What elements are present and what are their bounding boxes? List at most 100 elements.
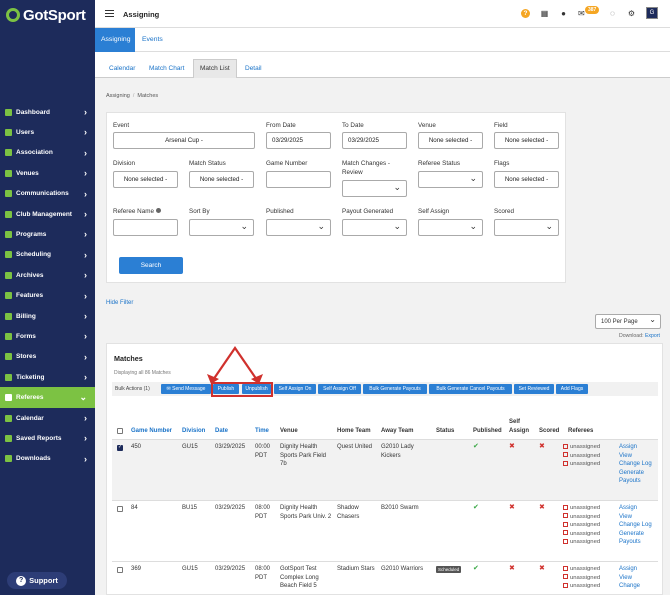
sidebar-item-stores[interactable]: Stores › [0,347,95,367]
sort-by-select[interactable] [189,219,254,236]
tab-events[interactable]: Events [142,36,163,43]
sidebar-item-club-management[interactable]: Club Management › [0,204,95,224]
tab-calendar[interactable]: Calendar [109,65,136,72]
referee-slot[interactable]: unassigned [563,582,600,591]
change-log-link[interactable]: Change Log [619,522,652,529]
menu-icon[interactable] [105,10,114,17]
referee-slot[interactable]: unassigned [563,460,600,469]
division-select[interactable]: None selected - [113,171,178,188]
send-message-button[interactable]: ✉ Send Message [161,384,211,394]
col-date[interactable]: Date [215,428,229,434]
search-button[interactable]: Search [119,257,183,274]
sidebar-item-saved-reports[interactable]: Saved Reports › [0,428,95,448]
publish-button[interactable]: Publish [213,384,239,394]
hide-filter-link[interactable]: Hide Filter [106,300,134,306]
game-number[interactable]: 84 [131,505,138,511]
table-row[interactable] [112,440,658,500]
avatar[interactable]: G [646,7,658,19]
sidebar-item-forms[interactable]: Forms › [0,326,95,346]
change-link[interactable]: Change [619,583,641,590]
breadcrumb-assigning[interactable]: Assigning [106,93,130,99]
view-link[interactable]: View [619,574,632,581]
row-checkbox[interactable] [117,444,123,451]
col-division[interactable]: Division [182,428,206,434]
payout-generated-select[interactable] [342,219,407,236]
unpublish-button[interactable]: Unpublish [242,384,271,394]
sidebar-item-downloads[interactable]: Downloads › [0,449,95,469]
sidebar-item-venues[interactable]: Venues › [0,163,95,183]
referee-slot[interactable]: unassigned [563,538,600,547]
set-reviewed-button[interactable]: Set Reviewed [514,384,554,394]
venue-select[interactable]: None selected - [418,132,483,149]
bulk-generate-payouts-button[interactable]: Bulk Generate Payouts [363,384,427,394]
referee-slot[interactable]: unassigned [563,530,600,539]
flags-select[interactable]: None selected - [494,171,559,188]
row-checkbox[interactable] [117,506,123,512]
scored-select[interactable] [494,219,559,236]
assign-link[interactable]: Assign [619,505,638,511]
assign-link[interactable]: Assign [619,444,638,450]
gotsport-logo[interactable]: GotSport [0,0,95,30]
referee-name-input[interactable] [113,219,178,236]
self-assign-on-button[interactable]: Self Assign On [274,384,316,394]
referee-slot[interactable]: unassigned [563,443,600,452]
help-icon[interactable]: ? [521,8,530,18]
generate-payouts-link[interactable]: Generate Payouts [619,530,645,546]
referee-slot[interactable]: unassigned [563,574,600,583]
event-select[interactable]: Arsenal Cup - [113,132,255,149]
col-time[interactable]: Time [255,428,269,434]
sidebar-item-calendar[interactable]: Calendar › [0,408,95,428]
sidebar-item-features[interactable]: Features › [0,286,95,306]
assign-link[interactable]: Assign [619,566,638,572]
col-game-number[interactable]: Game Number [131,428,173,434]
tab-match-list[interactable]: Match List [193,59,237,78]
export-link[interactable]: Export [644,333,660,339]
user-icon[interactable]: ● [561,8,566,18]
sidebar-item-billing[interactable]: Billing › [0,306,95,326]
sidebar-item-referees[interactable]: Referees ⌄ [0,387,95,408]
add-flags-button[interactable]: Add Flags [556,384,588,394]
self-assign-select[interactable] [418,219,483,236]
tab-assigning[interactable]: Assigning [95,28,135,52]
view-link[interactable]: View [619,452,632,459]
gear-icon[interactable]: ⚙ [627,8,636,18]
field-select[interactable]: None selected - [494,132,559,149]
select-all-checkbox[interactable] [117,428,123,434]
date: 03/29/2025 [215,505,246,511]
referee-slot[interactable]: unassigned [563,504,600,513]
tab-detail[interactable]: Detail [245,65,262,72]
game-number[interactable]: 369 [131,566,142,572]
sidebar-item-communications[interactable]: Communications › [0,184,95,204]
chat-icon[interactable]: ◌ [610,8,615,18]
grid-icon[interactable]: ▦ [540,8,549,18]
sidebar-item-scheduling[interactable]: Scheduling › [0,245,95,265]
referee-slot[interactable]: unassigned [563,565,600,574]
support-button[interactable]: ? Support [7,572,67,589]
sidebar-item-dashboard[interactable]: Dashboard › [0,102,95,122]
sidebar-item-ticketing[interactable]: Ticketing › [0,367,95,387]
referee-slot[interactable]: unassigned [563,513,600,522]
match-status-select[interactable]: None selected - [189,171,254,188]
sidebar-item-programs[interactable]: Programs › [0,224,95,244]
from-date-input[interactable]: 03/29/2025 [266,132,331,149]
tab-match-chart[interactable]: Match Chart [149,65,185,72]
generate-payouts-link[interactable]: Generate Payouts [619,469,645,485]
sidebar-item-association[interactable]: Association › [0,143,95,163]
to-date-input[interactable]: 03/29/2025 [342,132,407,149]
view-link[interactable]: View [619,513,632,520]
published-select[interactable] [266,219,331,236]
sidebar-item-archives[interactable]: Archives › [0,265,95,285]
per-page-select[interactable]: 100 Per Page [595,314,661,329]
match-changes-select[interactable] [342,180,407,197]
mail-button[interactable]: ✉ 387 [578,5,600,18]
referee-slot[interactable]: unassigned [563,521,600,530]
game-number[interactable]: 450 [131,444,142,450]
change-log-link[interactable]: Change Log [619,461,652,468]
sidebar-item-users[interactable]: Users › [0,122,95,142]
row-checkbox[interactable] [117,567,123,573]
bulk-generate-cancel-payouts-button[interactable]: Bulk Generate Cancel Payouts [429,384,512,394]
referee-status-select[interactable] [418,171,483,188]
self-assign-off-button[interactable]: Self Assign Off [318,384,361,394]
referee-slot[interactable]: unassigned [563,452,600,461]
game-number-input[interactable] [266,171,331,188]
